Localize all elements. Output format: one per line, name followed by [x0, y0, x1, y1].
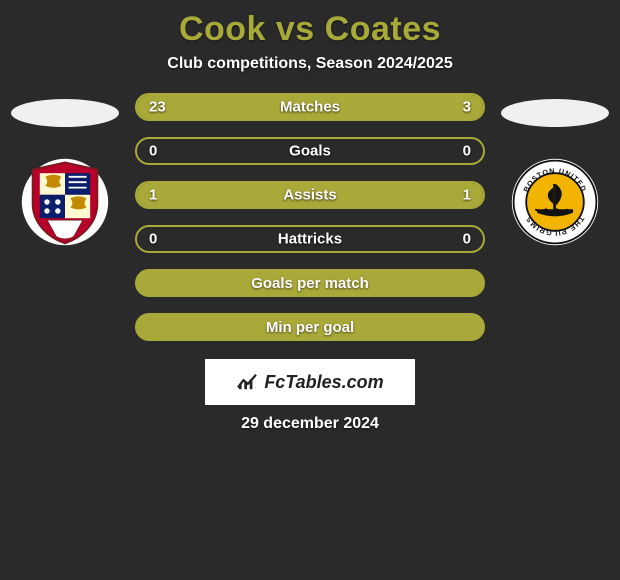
chart-icon	[236, 373, 258, 391]
main-row: 23 Matches 3 0 Goals 0 1 Assists 1	[0, 91, 620, 341]
boston-united-crest: BOSTON UNITED THE PILGRIMS	[510, 157, 600, 247]
stat-bar-goals: 0 Goals 0	[135, 137, 485, 165]
ship-crest-icon: BOSTON UNITED THE PILGRIMS	[510, 157, 600, 247]
stat-label: Goals	[137, 143, 483, 160]
shield-icon	[20, 157, 110, 247]
page-title: Cook vs Coates	[0, 10, 620, 49]
branding-box[interactable]: FcTables.com	[205, 359, 415, 405]
stat-label: Min per goal	[266, 319, 354, 336]
stat-label: Assists	[137, 187, 483, 204]
stat-label: Matches	[137, 99, 483, 116]
right-player-col: BOSTON UNITED THE PILGRIMS	[495, 91, 615, 247]
stat-value-right: 1	[463, 187, 471, 204]
stats-column: 23 Matches 3 0 Goals 0 1 Assists 1	[135, 93, 485, 341]
left-player-col	[5, 91, 125, 247]
player-photo-placeholder-right	[501, 99, 609, 127]
stat-value-right: 3	[463, 99, 471, 116]
player-photo-placeholder-left	[11, 99, 119, 127]
stat-label: Goals per match	[251, 275, 369, 292]
date-label: 29 december 2024	[0, 415, 620, 433]
subtitle: Club competitions, Season 2024/2025	[0, 55, 620, 73]
stat-bar-assists: 1 Assists 1	[135, 181, 485, 209]
stat-value-right: 0	[463, 143, 471, 160]
stat-bar-matches: 23 Matches 3	[135, 93, 485, 121]
stat-bar-min-per-goal: Min per goal	[135, 313, 485, 341]
stat-value-right: 0	[463, 231, 471, 248]
branding-text: FcTables.com	[264, 372, 383, 393]
stat-bar-hattricks: 0 Hattricks 0	[135, 225, 485, 253]
stat-bar-goals-per-match: Goals per match	[135, 269, 485, 297]
wealdstone-crest	[20, 157, 110, 247]
comparison-card: Cook vs Coates Club competitions, Season…	[0, 0, 620, 433]
stat-label: Hattricks	[137, 231, 483, 248]
